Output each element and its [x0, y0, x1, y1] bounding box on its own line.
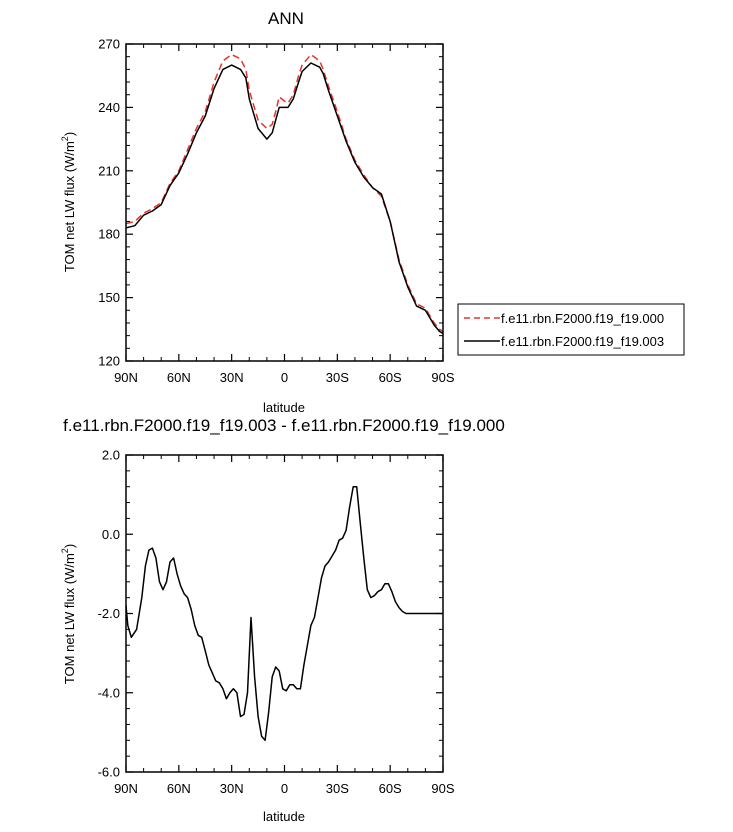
bottom-panel: f.e11.rbn.F2000.f19_f19.003 - f.e11.rbn.… — [60, 416, 505, 824]
bottom-ticks: 90N 60N 30N 0 30S 60S 90S -6.0 -4.0 -2.0 0.0 2.0 — [98, 448, 455, 797]
top-chart-title: ANN — [268, 9, 304, 28]
bottom-y-axis-label-sup: 2 — [60, 548, 70, 553]
top-y-tick-label: 270 — [98, 37, 120, 52]
top-y-tick-label: 180 — [98, 227, 120, 242]
top-y-tick-label: 210 — [98, 163, 120, 178]
bottom-x-tick-label: 90S — [431, 781, 454, 796]
top-y-axis-label-text: TOM net LW flux (W/m — [62, 141, 77, 272]
bottom-plot-frame — [125, 454, 444, 773]
legend-label-series-1: f.e11.rbn.F2000.f19_f19.003 — [501, 334, 664, 349]
top-x-tick-label: 60S — [379, 370, 402, 385]
bottom-series — [125, 485, 443, 742]
bottom-y-axis-label-close: ) — [62, 544, 77, 548]
top-x-tick-label: 90S — [431, 370, 454, 385]
bottom-chart-title: f.e11.rbn.F2000.f19_f19.003 - f.e11.rbn.… — [63, 416, 505, 435]
bottom-series-line-0 — [125, 485, 443, 742]
legend-label-series-0: f.e11.rbn.F2000.f19_f19.000 — [501, 311, 664, 326]
bottom-y-tick-label: 0.0 — [102, 527, 120, 542]
top-plot-frame — [125, 43, 444, 362]
bottom-y-axis-label: TOM net LW flux (W/m2) — [60, 544, 77, 684]
top-y-tick-label: 150 — [98, 290, 120, 305]
bottom-x-tick-label: 30N — [220, 781, 244, 796]
top-y-axis-label-close: ) — [62, 132, 77, 136]
bottom-x-axis-label: latitude — [263, 809, 305, 824]
top-x-tick-label: 0 — [281, 370, 288, 385]
top-x-tick-label: 30S — [326, 370, 349, 385]
top-y-axis-label: TOM net LW flux (W/m2) — [60, 132, 77, 272]
legend-box — [457, 303, 685, 356]
top-series-line-0 — [125, 53, 444, 333]
bottom-x-tick-label: 0 — [281, 781, 288, 796]
legend: f.e11.rbn.F2000.f19_f19.000 f.e11.rbn.F2… — [457, 303, 685, 356]
top-series — [125, 53, 444, 335]
bottom-y-axis-label-text: TOM net LW flux (W/m — [62, 553, 77, 684]
top-y-tick-label: 120 — [98, 354, 120, 369]
top-y-tick-label: 240 — [98, 100, 120, 115]
svg-text:TOM net LW flux (W/m2): TOM net LW flux (W/m2) — [60, 544, 77, 684]
bottom-y-tick-label: 2.0 — [102, 448, 120, 463]
top-x-tick-label: 60N — [167, 370, 191, 385]
top-x-axis-label: latitude — [263, 400, 305, 415]
bottom-x-tick-label: 60S — [379, 781, 402, 796]
bottom-x-tick-label: 30S — [326, 781, 349, 796]
top-series-line-1 — [125, 62, 444, 335]
top-panel: ANN TOM net LW flux (W/m2) 90N 60N 30N 0 30S… — [60, 9, 685, 415]
top-x-tick-label: 90N — [114, 370, 138, 385]
top-x-tick-label: 30N — [220, 370, 244, 385]
bottom-x-tick-label: 90N — [114, 781, 138, 796]
bottom-x-tick-label: 60N — [167, 781, 191, 796]
top-ticks: 90N 60N 30N 0 30S 60S 90S 120 150 180 210 240 270 — [98, 37, 455, 386]
bottom-y-tick-label: -6.0 — [98, 765, 120, 780]
bottom-y-tick-label: -4.0 — [98, 685, 120, 700]
svg-text:TOM net LW flux (W/m2): TOM net LW flux (W/m2) — [60, 132, 77, 272]
top-y-axis-label-sup: 2 — [60, 136, 70, 141]
bottom-y-tick-label: -2.0 — [98, 606, 120, 621]
